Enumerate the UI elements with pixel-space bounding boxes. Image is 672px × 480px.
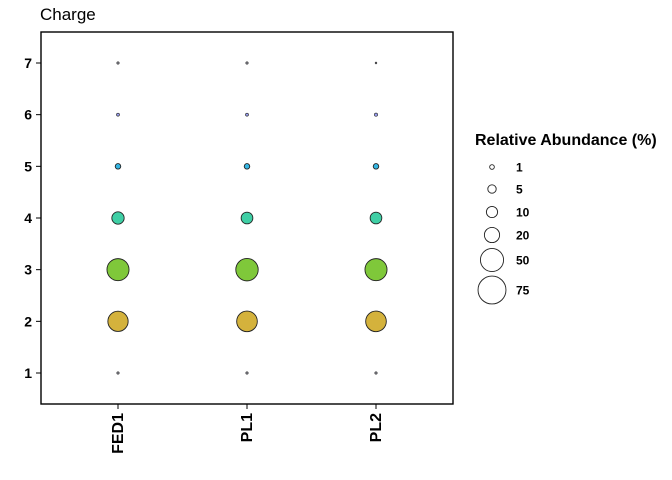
- size-legend: Relative Abundance (%) 1 5 10 20 50 75: [475, 132, 657, 305]
- x-tick-label: PL2: [368, 413, 385, 442]
- y-tick-label: 5: [24, 158, 32, 174]
- legend-size-circle: [479, 247, 505, 273]
- data-point: [116, 61, 120, 65]
- data-point: [116, 112, 120, 117]
- legend-size-circle: [483, 226, 501, 244]
- x-tick-label: PL1: [239, 413, 256, 442]
- chart-title: Charge: [40, 5, 96, 24]
- data-point: [240, 211, 254, 225]
- data-point: [106, 258, 130, 282]
- data-point: [372, 163, 380, 170]
- data-point: [245, 61, 249, 65]
- data-point: [364, 258, 388, 282]
- legend-title: Relative Abundance (%): [475, 132, 657, 149]
- y-tick-label: 3: [24, 262, 32, 278]
- y-tick-label: 4: [24, 210, 32, 226]
- data-point: [235, 258, 259, 282]
- data-point: [114, 163, 122, 170]
- x-tick-label: FED1: [110, 413, 127, 454]
- legend-size-circle: [485, 205, 499, 219]
- legend-size-label: 20: [516, 229, 530, 243]
- data-point: [107, 310, 129, 332]
- data-point: [245, 371, 249, 375]
- legend-size-circle: [487, 184, 497, 194]
- data-point: [111, 211, 125, 225]
- data-point: [243, 163, 251, 170]
- legend-size-label: 10: [516, 206, 530, 220]
- data-point: [374, 112, 378, 117]
- data-point: [236, 310, 258, 333]
- data-point: [365, 310, 387, 333]
- legend-size-label: 1: [516, 161, 523, 175]
- y-tick-label: 6: [24, 107, 32, 123]
- legend-size-label: 75: [516, 284, 530, 298]
- y-tick-label: 2: [24, 313, 32, 329]
- legend-size-label: 50: [516, 254, 530, 268]
- data-point: [116, 371, 120, 375]
- y-axis: 1 2 3 4 5 6 7: [24, 55, 41, 381]
- data-point: [374, 371, 378, 375]
- legend-size-circle: [489, 164, 495, 170]
- legend-size-circle: [477, 275, 507, 305]
- data-points: [106, 61, 388, 375]
- y-tick-label: 7: [24, 55, 32, 71]
- y-tick-label: 1: [24, 365, 32, 381]
- legend-size-label: 5: [516, 183, 523, 197]
- data-point: [369, 211, 383, 225]
- x-axis: FED1 PL1 PL2: [110, 404, 385, 454]
- data-point: [245, 112, 249, 117]
- data-point: [374, 61, 378, 65]
